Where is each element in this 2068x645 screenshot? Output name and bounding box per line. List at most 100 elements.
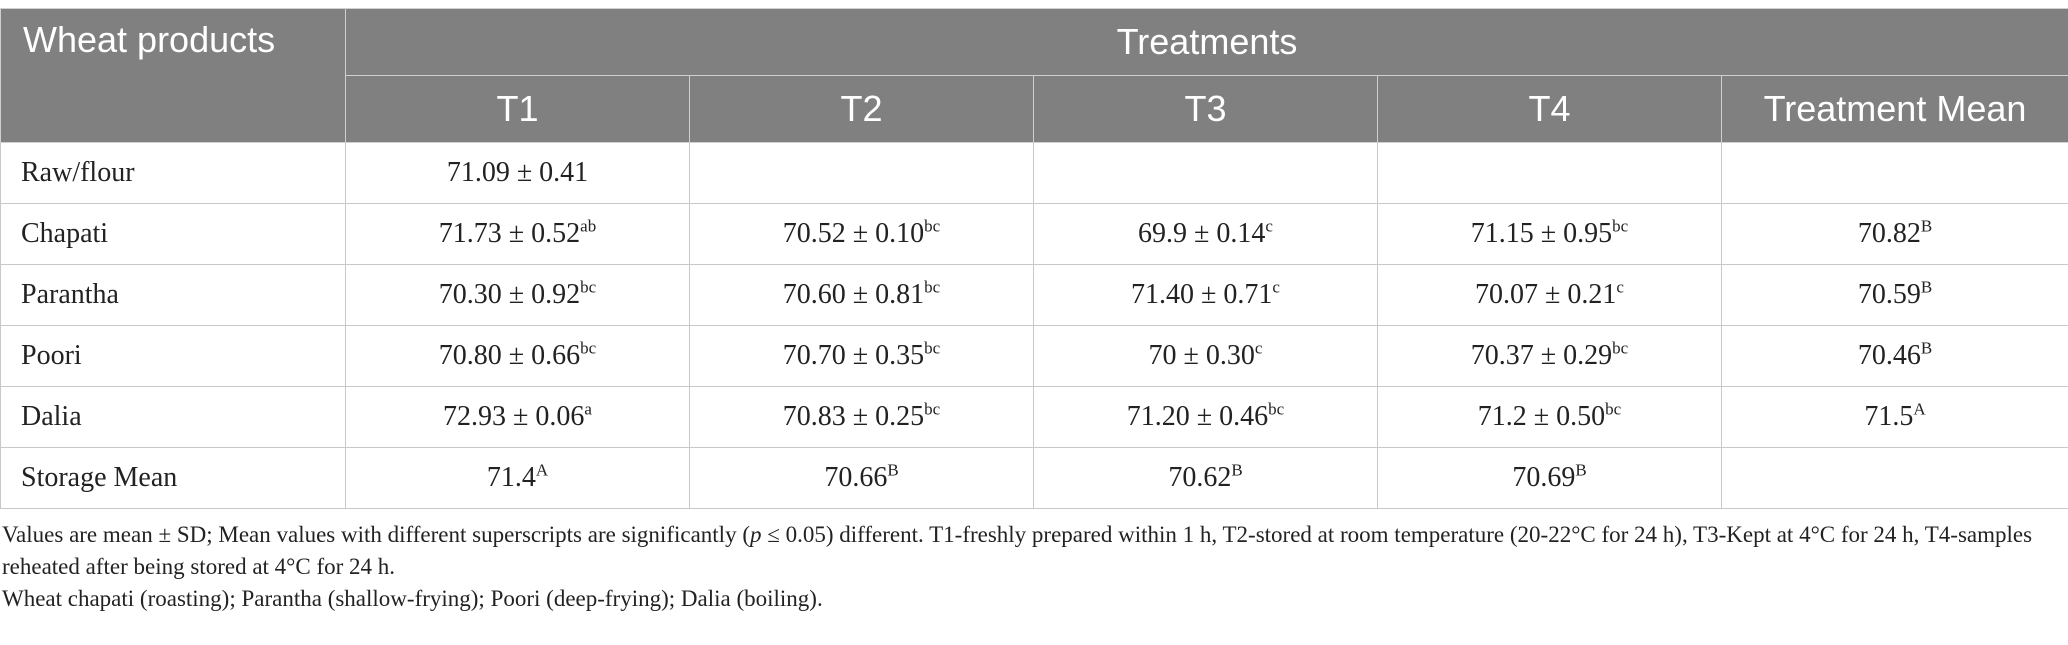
table-cell: 71.2 ± 0.50bc	[1377, 386, 1722, 448]
table-row: Dalia 72.93 ± 0.06a 70.83 ± 0.25bc 71.20 ± …	[0, 386, 2068, 448]
row-label: Storage Mean	[0, 447, 346, 509]
cell-superscript: bc	[580, 338, 597, 358]
table-cell: 70.80 ± 0.66bc	[345, 325, 690, 387]
table-cell: 71.4A	[345, 447, 690, 509]
row-label: Dalia	[0, 386, 346, 448]
table-row: Storage Mean 71.4A 70.66B 70.62B 70.69B	[0, 447, 2068, 509]
row-label: Chapati	[0, 203, 346, 265]
table-cell	[689, 142, 1034, 204]
cell-value: 71.5	[1864, 401, 1914, 432]
cell-value: 71.73 ± 0.52	[438, 218, 581, 249]
table-header: Wheat products Treatments T1 T2 T3 T4 Tr…	[0, 8, 2068, 143]
row-label: Parantha	[0, 264, 346, 326]
cell-superscript: B	[1920, 338, 1933, 358]
table-row: Raw/flour 71.09 ± 0.41	[0, 142, 2068, 204]
table-cell: 71.5A	[1720, 386, 2068, 448]
header-treatments: Treatments	[344, 8, 2068, 76]
table-body: Raw/flour 71.09 ± 0.41 Chapati 71.73 ± 0.52…	[0, 142, 2068, 509]
cell-superscript: bc	[924, 399, 941, 419]
cell-superscript: a	[584, 399, 592, 419]
table-cell: 71.09 ± 0.41	[345, 142, 690, 204]
cell-value: 70.59	[1857, 279, 1921, 310]
cell-value: 70.70 ± 0.35	[782, 340, 925, 371]
cell-superscript: A	[1913, 399, 1926, 419]
table-cell: 70.30 ± 0.92bc	[345, 264, 690, 326]
table-cell	[1377, 142, 1722, 204]
cell-value: 71.2 ± 0.50	[1477, 401, 1606, 432]
cell-superscript: B	[1575, 460, 1587, 480]
footnote-1: Values are mean ± SD; Mean values with d…	[0, 519, 2068, 583]
cell-value: 70.80 ± 0.66	[438, 340, 581, 371]
table-cell: 70.83 ± 0.25bc	[689, 386, 1034, 448]
table-cell: 70.52 ± 0.10bc	[689, 203, 1034, 265]
table-cell: 70.59B	[1720, 264, 2068, 326]
header-col-t1: T1	[345, 75, 690, 143]
footnote-1-post: ≤ 0.05) different. T1-freshly prepared w…	[2, 522, 2033, 579]
cell-value: 70.82	[1857, 218, 1921, 249]
table-cell: 70 ± 0.30c	[1033, 325, 1378, 387]
table-cell: 71.40 ± 0.71c	[1033, 264, 1378, 326]
cell-superscript: ab	[580, 216, 597, 236]
table-cell: 70.62B	[1033, 447, 1378, 509]
table-cell	[1033, 142, 1378, 204]
cell-value: 70.07 ± 0.21	[1475, 279, 1617, 310]
cell-value: 70.30 ± 0.92	[438, 279, 581, 310]
cell-value: 71.09 ± 0.41	[446, 157, 589, 188]
table-cell: 70.46B	[1720, 325, 2068, 387]
cell-superscript: bc	[924, 338, 941, 358]
header-col-treatment-mean: Treatment Mean	[1720, 75, 2068, 143]
table-cell: 69.9 ± 0.14c	[1033, 203, 1378, 265]
row-label: Raw/flour	[0, 142, 346, 204]
row-label: Poori	[0, 325, 346, 387]
header-col-t4: T4	[1377, 75, 1722, 143]
cell-value: 70.69	[1512, 462, 1576, 493]
cell-superscript: B	[1231, 460, 1243, 480]
cell-superscript: B	[887, 460, 899, 480]
header-wheat-products: Wheat products	[0, 8, 346, 143]
table-cell: 70.07 ± 0.21c	[1377, 264, 1722, 326]
cell-superscript: bc	[1268, 399, 1285, 419]
cell-value: 69.9 ± 0.14	[1138, 218, 1266, 249]
table-cell: 70.66B	[689, 447, 1034, 509]
header-col-t2: T2	[689, 75, 1034, 143]
cell-superscript: bc	[580, 277, 597, 297]
cell-value: 71.15 ± 0.95	[1470, 218, 1613, 249]
cell-value: 70.37 ± 0.29	[1470, 340, 1613, 371]
table-cell: 70.70 ± 0.35bc	[689, 325, 1034, 387]
cell-superscript: A	[535, 460, 549, 480]
cell-superscript: bc	[924, 216, 941, 236]
table-container: Wheat products Treatments T1 T2 T3 T4 Tr…	[0, 8, 2068, 615]
cell-value: 70.66	[824, 462, 888, 493]
table-cell: 72.93 ± 0.06a	[345, 386, 690, 448]
cell-value: 72.93 ± 0.06	[443, 401, 585, 432]
cell-value: 71.40 ± 0.71	[1131, 279, 1273, 310]
header-col-t3: T3	[1033, 75, 1378, 143]
table-cell: 70.69B	[1377, 447, 1722, 509]
table-cell	[1720, 142, 2068, 204]
cell-value: 70.46	[1857, 340, 1921, 371]
footnote-1-p: p	[749, 522, 762, 547]
cell-superscript: c	[1265, 216, 1273, 236]
cell-value: 70.60 ± 0.81	[782, 279, 925, 310]
footnote-1-pre: Values are mean ± SD; Mean values with d…	[2, 522, 750, 547]
cell-superscript: B	[1920, 216, 1933, 236]
table-cell: 71.20 ± 0.46bc	[1033, 386, 1378, 448]
table-cell: 70.37 ± 0.29bc	[1377, 325, 1722, 387]
cell-superscript: c	[1616, 277, 1624, 297]
table-row: Poori 70.80 ± 0.66bc 70.70 ± 0.35bc 70 ± 0.…	[0, 325, 2068, 387]
table-cell: 70.60 ± 0.81bc	[689, 264, 1034, 326]
table-row: Chapati 71.73 ± 0.52ab 70.52 ± 0.10bc 69.9 …	[0, 203, 2068, 265]
data-table: Wheat products Treatments T1 T2 T3 T4 Tr…	[0, 8, 2068, 509]
cell-superscript: bc	[1605, 399, 1622, 419]
table-cell: 71.15 ± 0.95bc	[1377, 203, 1722, 265]
table-cell	[1720, 447, 2068, 509]
cell-superscript: bc	[1612, 216, 1629, 236]
cell-superscript: bc	[1612, 338, 1629, 358]
cell-superscript: c	[1254, 338, 1263, 358]
cell-value: 70.83 ± 0.25	[782, 401, 925, 432]
footnote-2: Wheat chapati (roasting); Parantha (shal…	[2, 586, 823, 611]
cell-value: 71.4	[486, 462, 536, 493]
cell-superscript: bc	[924, 277, 941, 297]
table-cell: 70.82B	[1720, 203, 2068, 265]
cell-value: 71.20 ± 0.46	[1126, 401, 1269, 432]
